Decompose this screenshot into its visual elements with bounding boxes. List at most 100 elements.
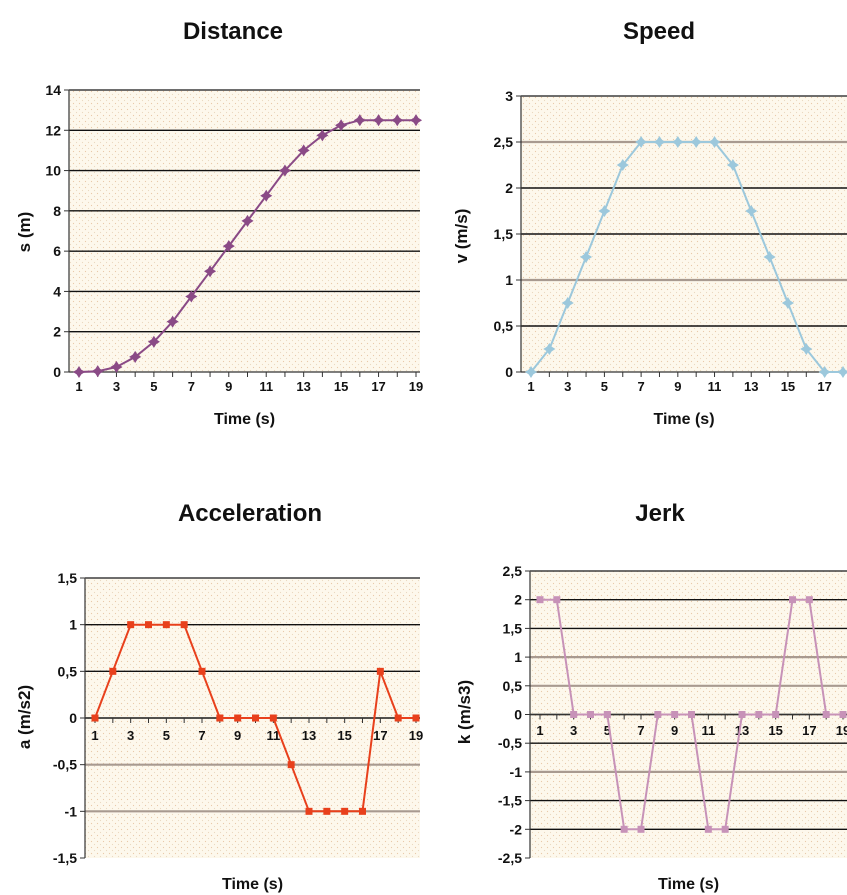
data-point	[654, 711, 662, 718]
y-tick-label: 1,5	[503, 620, 523, 636]
data-point	[524, 365, 538, 379]
x-tick-label: 13	[296, 379, 310, 394]
data-point	[690, 135, 703, 149]
data-point	[129, 350, 142, 363]
y-tick-label: 4	[53, 283, 61, 299]
x-tick-label: 3	[564, 379, 571, 394]
data-point	[109, 667, 117, 675]
data-point	[598, 204, 611, 218]
data-point	[800, 342, 813, 356]
data-point	[839, 711, 847, 718]
chart-title: Jerk	[635, 500, 685, 527]
x-tick-label: 19	[836, 723, 847, 738]
x-tick-label: 9	[225, 379, 232, 394]
y-tick-label: 0	[514, 707, 522, 723]
data-point	[580, 250, 593, 264]
data-point	[204, 265, 217, 278]
x-axis-label: Time (s)	[658, 876, 719, 893]
data-point	[198, 667, 206, 675]
data-point	[587, 711, 594, 718]
data-point	[180, 621, 188, 629]
x-tick-label: 7	[198, 728, 205, 743]
data-point	[216, 714, 224, 722]
data-point	[162, 621, 170, 629]
data-point	[316, 129, 329, 142]
data-point	[738, 711, 746, 718]
chart-title: Distance	[183, 18, 283, 45]
x-axis-label: Time (s)	[653, 411, 714, 428]
data-point	[145, 621, 152, 629]
x-tick-label: 19	[409, 379, 423, 394]
data-point	[805, 596, 813, 604]
y-tick-label: 0	[53, 364, 61, 380]
x-tick-label: 7	[637, 723, 644, 738]
y-tick-label: -0,5	[498, 735, 522, 751]
y-tick-label: 6	[53, 243, 61, 259]
y-tick-label: 14	[45, 82, 61, 98]
x-tick-label: 11	[259, 379, 273, 394]
y-tick-label: -1	[65, 803, 78, 819]
y-tick-label: -1	[510, 764, 523, 780]
data-point	[110, 360, 123, 374]
data-point	[278, 164, 291, 177]
chart-panel-3: -1,5-1-0,500,511,51 3 5 7 9 11 13 15 17 19Acceler…	[15, 500, 423, 893]
chart-title: Speed	[623, 18, 695, 45]
x-tick-label: 1	[91, 728, 98, 743]
chart-title: Acceleration	[178, 500, 322, 527]
y-tick-label: -1,5	[498, 793, 522, 809]
data-point	[726, 158, 739, 172]
data-point	[91, 714, 99, 722]
data-point	[616, 158, 629, 172]
data-point	[185, 290, 198, 303]
data-point	[637, 825, 645, 833]
y-tick-label: 2	[53, 324, 61, 340]
x-tick-label: 15	[781, 379, 795, 394]
x-tick-label: 15	[768, 723, 782, 738]
x-tick-label: 5	[163, 728, 170, 743]
data-point	[260, 189, 273, 202]
y-tick-label: 0,5	[494, 318, 514, 334]
x-tick-label: 17	[373, 728, 387, 743]
x-axis-label: Time (s)	[222, 876, 283, 893]
x-axis-label: Time (s)	[214, 411, 275, 428]
data-point	[409, 114, 423, 127]
x-tick-label: 13	[744, 379, 758, 394]
x-tick-label: 1	[75, 379, 82, 394]
data-point	[305, 807, 313, 815]
data-point	[394, 714, 402, 722]
x-tick-label: 17	[371, 379, 385, 394]
data-point	[72, 365, 86, 379]
y-axis-label: v (m/s)	[452, 209, 471, 264]
y-tick-label: 1,5	[494, 226, 514, 242]
y-tick-label: 8	[53, 203, 61, 219]
x-tick-label: 7	[638, 379, 645, 394]
series-line	[530, 141, 843, 373]
data-point	[353, 114, 366, 127]
data-point	[781, 296, 794, 310]
x-tick-label: 9	[674, 379, 681, 394]
x-tick-label: 11	[708, 379, 722, 394]
data-point	[147, 335, 160, 348]
chart-panel-4: -2,5-2-1,5-1-0,500,511,522,51 3 5 7 9 11 13 15 1…	[455, 500, 847, 893]
data-point	[359, 807, 366, 815]
y-axis-label: k (m/s3)	[455, 680, 474, 744]
data-point	[836, 365, 847, 379]
y-tick-label: 12	[45, 122, 61, 138]
y-tick-label: 0	[505, 364, 513, 380]
x-tick-label: 5	[150, 379, 157, 394]
x-tick-label: 15	[337, 728, 351, 743]
data-point	[789, 596, 796, 604]
data-point	[653, 135, 666, 149]
y-tick-label: 1	[514, 649, 522, 665]
x-tick-label: 17	[817, 379, 831, 394]
x-tick-label: 3	[113, 379, 120, 394]
x-tick-label: 19	[409, 728, 423, 743]
y-tick-label: 0	[69, 710, 77, 726]
x-tick-label: 1	[536, 723, 543, 738]
data-point	[543, 342, 556, 356]
y-tick-label: -2,5	[498, 850, 522, 866]
y-tick-label: 2	[505, 180, 513, 196]
y-tick-label: 2	[514, 592, 522, 608]
y-tick-label: 2,5	[503, 563, 523, 579]
